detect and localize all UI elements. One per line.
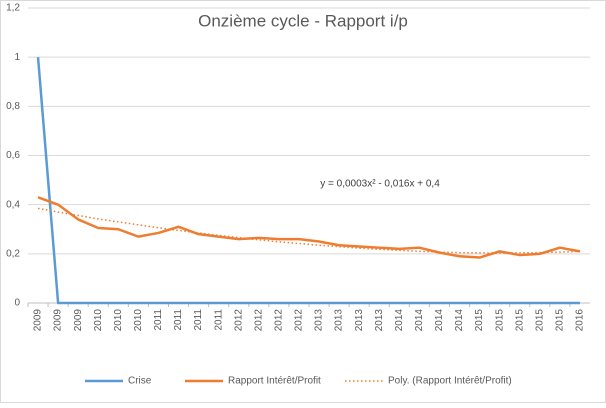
y-tick-label: 0,2 (6, 248, 20, 259)
x-tick-label: 2014 (454, 309, 465, 332)
series-line (37, 207, 580, 254)
series-line (36, 57, 580, 305)
x-tick-label: 2013 (334, 309, 345, 332)
trend-equation: y = 0,0003x² - 0,016x + 0,4 (320, 179, 440, 190)
legend-label: Crise (128, 376, 152, 387)
x-tick-label: 2009 (73, 309, 84, 332)
x-tick-label: 2012 (294, 309, 305, 332)
x-tick-label: 2012 (274, 309, 285, 332)
x-tick-label: 2010 (93, 309, 104, 332)
x-tick-label: 2015 (555, 309, 566, 332)
x-tick-label: 2009 (33, 309, 44, 332)
x-tick-label: 2009 (53, 309, 64, 332)
x-tick-label: 2011 (153, 309, 164, 331)
x-tick-label: 2012 (253, 309, 264, 332)
x-tick-label: 2011 (173, 309, 184, 331)
y-tick-label: 0,8 (6, 101, 20, 112)
x-tick-label: 2010 (113, 309, 124, 332)
x-tick-label: 2013 (354, 309, 365, 332)
x-tick-label: 2011 (213, 309, 224, 331)
x-tick-label: 2010 (133, 309, 144, 332)
y-tick-label: 0,4 (6, 199, 20, 210)
series-line (37, 196, 581, 259)
x-tick-label: 2015 (534, 309, 545, 332)
y-tick-label: 1,2 (6, 3, 20, 14)
x-tick-label: 2014 (414, 309, 425, 332)
x-tick-label: 2011 (193, 309, 204, 331)
x-tick-label: 2016 (575, 309, 586, 332)
x-tick-label: 2013 (314, 309, 325, 332)
x-tick-label: 2014 (394, 309, 405, 332)
chart-title: Onzième cycle - Rapport i/p (198, 11, 408, 30)
x-tick-label: 2013 (374, 309, 385, 332)
x-tick-label: 2015 (514, 309, 525, 332)
x-tick-label: 2012 (233, 309, 244, 332)
legend-label: Poly. (Rapport Intérêt/Profit) (388, 376, 512, 387)
y-tick-label: 1 (14, 52, 20, 63)
x-tick-label: 2015 (474, 309, 485, 332)
y-tick-label: 0,6 (6, 150, 20, 161)
legend-label: Rapport Intérêt/Profit (228, 376, 321, 387)
x-tick-label: 2015 (494, 309, 505, 332)
y-tick-label: 0 (14, 298, 20, 309)
x-tick-label: 2014 (434, 309, 445, 332)
